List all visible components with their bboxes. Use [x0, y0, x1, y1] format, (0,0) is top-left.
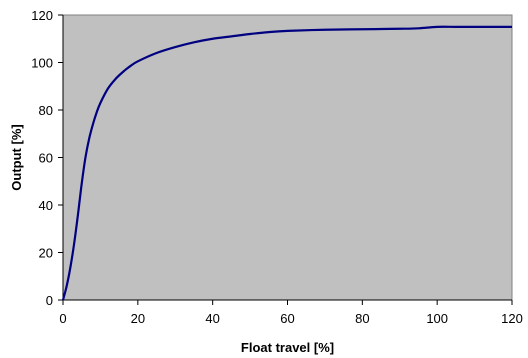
y-axis-title: Output [%]	[9, 124, 24, 190]
x-axis: 0 20 40 60 80 100 120	[59, 299, 523, 326]
x-tick-label: 40	[205, 311, 219, 326]
x-tick-label: 80	[355, 311, 369, 326]
y-tick-label: 20	[39, 246, 53, 261]
series-layer	[61, 25, 512, 301]
x-tick-label: 100	[426, 311, 448, 326]
series-line	[61, 25, 512, 301]
y-tick-label: 60	[39, 151, 53, 166]
y-tick-label: 100	[31, 56, 53, 71]
y-tick-label: 40	[39, 198, 53, 213]
plot-area	[62, 14, 513, 301]
x-tick-label: 120	[501, 311, 523, 326]
x-tick-label: 0	[59, 311, 66, 326]
x-axis-title: Float travel [%]	[241, 340, 334, 355]
y-tick-label: 80	[39, 103, 53, 118]
x-tick-label: 20	[131, 311, 145, 326]
x-tick-label: 60	[280, 311, 294, 326]
y-tick-label: 0	[46, 293, 53, 308]
y-axis: 0 20 40 60 80 100 120	[31, 8, 64, 308]
y-tick-label: 120	[31, 8, 53, 23]
